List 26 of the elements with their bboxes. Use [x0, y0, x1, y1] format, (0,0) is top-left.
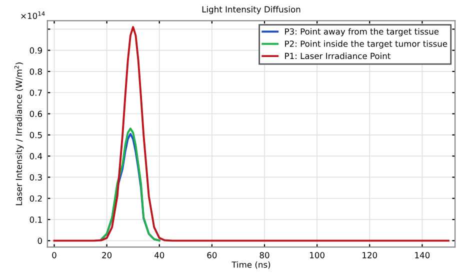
- y-tick-label: 0: [38, 238, 42, 244]
- x-tick-label: 0: [52, 252, 56, 258]
- line-series: [53, 26, 450, 242]
- text: ×10$^{14}$: [21, 11, 45, 20]
- y-tick-label: 0.2: [30, 195, 42, 202]
- legend-label: P3: Point away from the target tissue: [285, 28, 439, 36]
- x-tick-label: 40: [154, 252, 164, 258]
- y-tick-label: 0.6: [30, 110, 42, 118]
- x-axis-title: Time (ns): [232, 261, 270, 269]
- y-tick-label: 0.5: [30, 132, 42, 138]
- y-tick-label: 0.3: [30, 174, 42, 181]
- y-tick-label: 0.4: [30, 153, 42, 160]
- x-tick-label: 80: [260, 252, 270, 258]
- x-tick-label: 140: [415, 252, 430, 258]
- y-tick-label: 0.9: [30, 47, 42, 54]
- x-tick-label: 20: [102, 252, 112, 258]
- chart-title: Light Intensity Diffusion: [202, 6, 300, 14]
- y-axis-title: Laser Intensity / Irradiance (W/m$^{2}$): [14, 62, 24, 206]
- legend-label: P2: Point inside the target tumor tissue: [285, 40, 448, 48]
- x-tick-label: 60: [207, 252, 217, 258]
- x-tick-label: 100: [310, 252, 324, 258]
- legend-label: P1: Laser Irradiance Point: [285, 52, 390, 60]
- y-tick-label: 0.7: [30, 90, 42, 96]
- y-tick-label: 0.1: [30, 216, 42, 223]
- x-tick-label: 120: [362, 252, 378, 258]
- y-tick-label: 0.8: [30, 68, 42, 75]
